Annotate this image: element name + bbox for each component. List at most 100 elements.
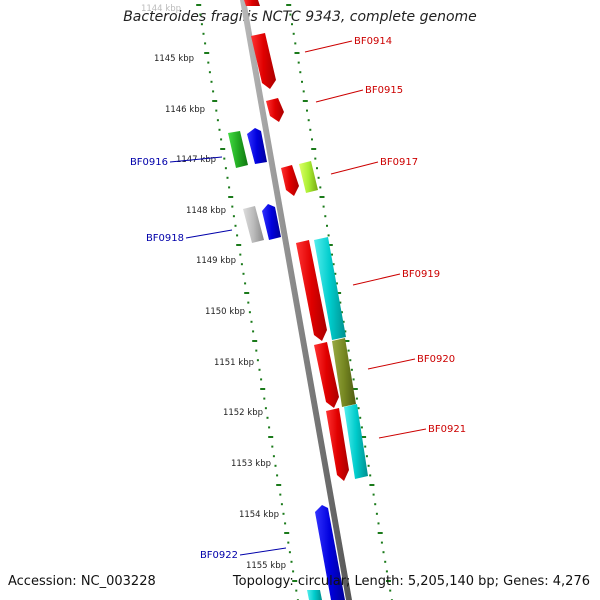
gene-bf0920-red-arrow[interactable] <box>314 342 339 408</box>
tick-mark <box>204 42 207 45</box>
gene-bf0920-arrow[interactable] <box>332 338 356 407</box>
gene-bf0918-arrow[interactable] <box>243 206 264 243</box>
tick-mark <box>231 205 234 208</box>
tick-mark <box>327 234 330 237</box>
tick-mark <box>258 368 261 371</box>
gene-bf0919-red-arrow[interactable] <box>296 240 327 341</box>
tick-mark <box>360 426 363 429</box>
scale-labels: 1144 kbp 1145 kbp 1146 kbp 1147 kbp 1148… <box>141 4 286 571</box>
tick-mark <box>288 551 291 554</box>
gene-bf0914-arrow[interactable] <box>251 33 276 89</box>
gene-label-bf0919[interactable]: BF0919 <box>402 269 440 280</box>
tick-mark <box>244 282 247 285</box>
scale-label: 1153 kbp <box>231 459 271 469</box>
gene-label-bf0917[interactable]: BF0917 <box>380 157 418 168</box>
tick-mark <box>309 128 312 131</box>
gene-bf0915-arrow[interactable] <box>266 98 284 122</box>
gene-bf0921-red-arrow[interactable] <box>326 408 349 481</box>
tick-mark <box>369 474 372 477</box>
tick-mark <box>369 484 375 486</box>
tick-mark <box>239 253 242 256</box>
tick-mark <box>377 532 383 534</box>
gene-bf0918-partner-arrow[interactable] <box>262 204 281 240</box>
gene-label-bf0914[interactable]: BF0914 <box>354 36 392 47</box>
gene-bf0917-arrow[interactable] <box>299 161 318 193</box>
leader-bf0921 <box>378 428 427 439</box>
tick-mark <box>228 196 234 198</box>
tick-mark <box>286 4 292 6</box>
tick-mark <box>352 378 355 381</box>
scale-label: 1154 kbp <box>239 510 279 520</box>
gene-bf0917-red-arrow[interactable] <box>281 165 299 196</box>
tick-mark <box>279 493 282 496</box>
gene-labels: BF0914 BF0915 BF0916 BF0917 BF0918 BF091… <box>130 36 466 561</box>
tick-mark <box>220 138 223 141</box>
tick-mark <box>317 176 320 179</box>
tick-mark <box>349 359 352 362</box>
tick-mark <box>202 32 205 35</box>
gene-label-bf0915[interactable]: BF0915 <box>365 85 403 96</box>
scale-label: 1149 kbp <box>196 256 236 266</box>
tick-guides <box>196 4 393 600</box>
tick-mark <box>361 436 367 438</box>
tick-mark <box>365 455 368 458</box>
leader-bf0922 <box>239 547 287 556</box>
scale-label: 1152 kbp <box>223 408 263 418</box>
gene-bf0922-arrow[interactable] <box>315 505 345 600</box>
tick-mark <box>244 292 250 294</box>
tick-mark <box>336 292 342 294</box>
tick-mark <box>252 340 258 342</box>
tick-mark <box>292 570 295 573</box>
tick-mark <box>352 388 358 390</box>
tick-mark <box>215 109 218 112</box>
tick-mark <box>347 349 350 352</box>
tick-mark <box>340 311 343 314</box>
tick-mark <box>268 426 271 429</box>
gene-label-bf0916[interactable]: BF0916 <box>130 157 168 168</box>
tick-mark <box>295 589 298 592</box>
tick-mark <box>252 330 255 333</box>
gene-bf0916-partner-arrow[interactable] <box>247 128 267 164</box>
tick-mark <box>255 349 258 352</box>
gene-label-bf0921[interactable]: BF0921 <box>428 424 466 435</box>
gene-bf0921-arrow[interactable] <box>344 404 368 479</box>
leader-bf0918 <box>185 229 233 239</box>
tick-mark <box>276 474 279 477</box>
tick-mark <box>240 263 243 266</box>
tick-mark <box>314 157 317 160</box>
tick-mark <box>266 416 269 419</box>
tick-mark <box>357 407 360 410</box>
tick-mark <box>242 272 245 275</box>
tick-mark <box>344 330 347 333</box>
genome-backbone <box>240 0 352 600</box>
gene-label-bf0920[interactable]: BF0920 <box>417 354 455 365</box>
gene-bf0916-arrow[interactable] <box>228 131 248 168</box>
tick-mark <box>324 215 327 218</box>
gene-bf0919-arrow[interactable] <box>314 237 346 340</box>
gene-label-bf0922[interactable]: BF0922 <box>200 550 238 561</box>
leader-bf0916 <box>169 156 223 163</box>
tick-mark <box>322 205 325 208</box>
tick-mark <box>319 186 322 189</box>
tick-mark <box>367 464 370 467</box>
tick-mark <box>212 90 215 93</box>
tick-mark <box>260 378 263 381</box>
scale-label: 1155 kbp <box>246 561 286 571</box>
tick-mark <box>271 445 274 448</box>
tick-mark <box>302 100 308 102</box>
tick-mark <box>359 416 362 419</box>
tick-mark <box>284 522 287 525</box>
leader-bf0915 <box>315 89 364 103</box>
tick-mark <box>339 301 342 304</box>
tick-mark <box>226 176 229 179</box>
map-title: Bacteroides fragilis NCTC 9343, complete… <box>123 9 477 25</box>
scale-label: 1146 kbp <box>165 105 205 115</box>
tick-mark <box>220 148 226 150</box>
tick-mark <box>350 368 353 371</box>
gene-label-bf0918[interactable]: BF0918 <box>146 233 184 244</box>
tick-mark <box>280 503 283 506</box>
gene-arrows <box>228 33 368 600</box>
tick-mark <box>218 128 221 131</box>
tick-mark <box>327 244 333 246</box>
